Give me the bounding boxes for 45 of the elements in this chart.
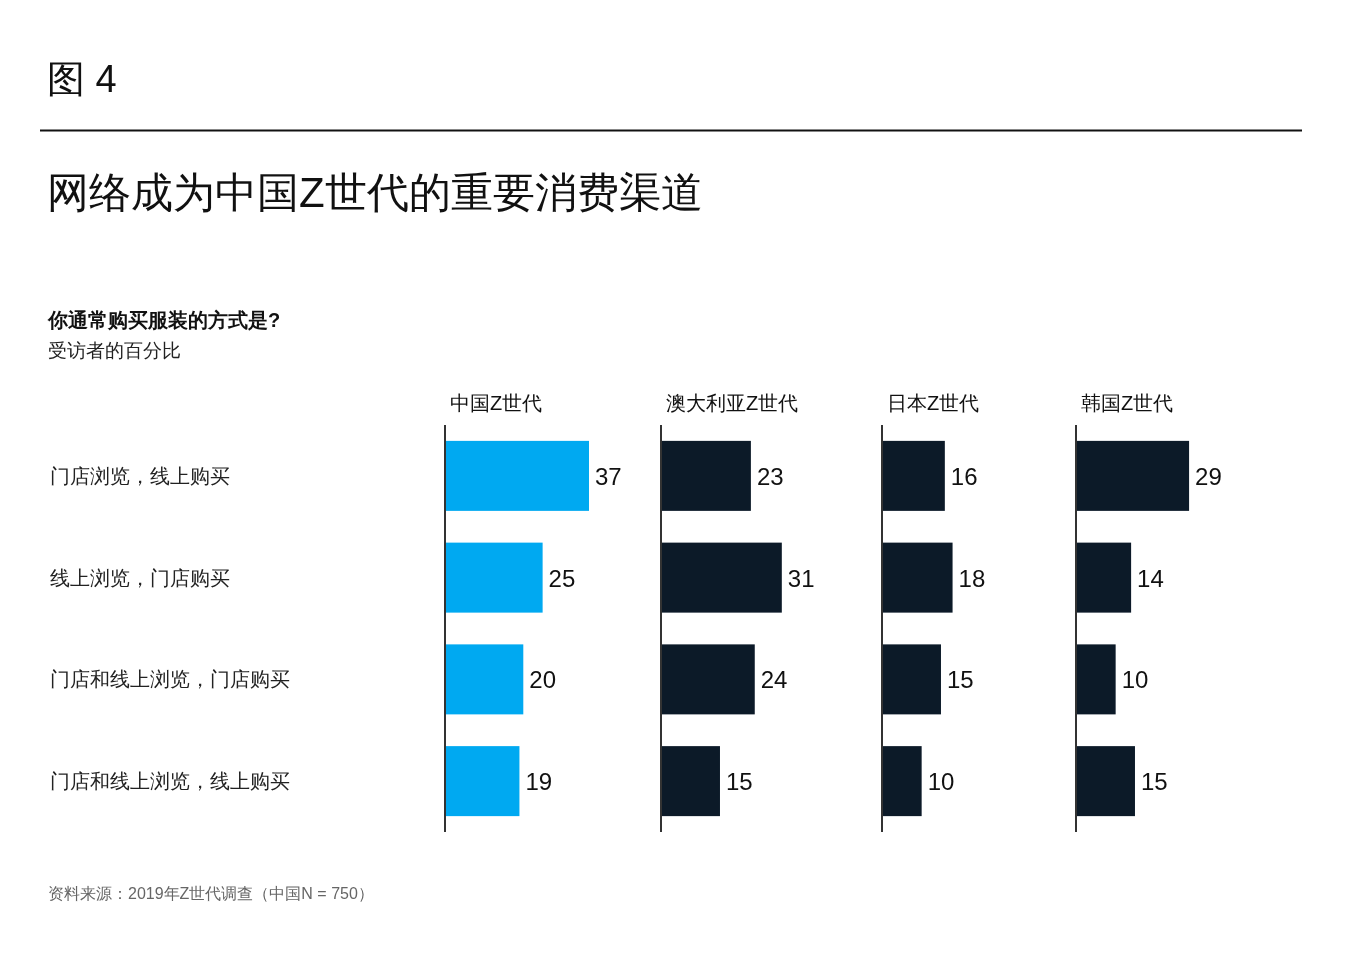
bar	[662, 644, 755, 715]
bar	[662, 746, 720, 817]
chart-title: 中国Z世代	[450, 392, 543, 414]
data-label: 20	[529, 666, 556, 694]
data-label: 31	[787, 564, 815, 592]
chart-title: 韩国Z世代	[1081, 392, 1174, 414]
bar	[883, 746, 922, 817]
data-label: 25	[548, 564, 576, 592]
data-label: 37	[595, 462, 622, 490]
data-label: 15	[946, 666, 974, 694]
data-label: 15	[1140, 768, 1168, 796]
bar	[446, 746, 520, 817]
data-label: 29	[1195, 462, 1222, 490]
text: 受访者的百分比	[48, 340, 181, 361]
text: 资料来源：2019年Z世代调查（中国N = 750）	[48, 885, 374, 902]
y-tick-label: 线上浏览，门店购买	[50, 566, 230, 589]
data-label: 10	[1121, 666, 1149, 694]
data-label: 15	[725, 768, 753, 796]
data-label: 24	[760, 666, 788, 694]
data-label: 18	[958, 564, 986, 592]
y-tick-label: 门店和线上浏览，线上购买	[50, 770, 290, 793]
data-label: 10	[927, 768, 955, 796]
bar	[446, 440, 589, 511]
bar	[1077, 746, 1135, 817]
bar	[1077, 644, 1116, 715]
bar	[883, 440, 945, 511]
text: 网络成为中国Z世代的重要消费渠道	[47, 169, 703, 216]
text: 你通常购买服装的方式是?	[47, 309, 281, 331]
bar	[1077, 542, 1132, 613]
y-tick-label: 门店和线上浏览，门店购买	[50, 668, 290, 691]
y-tick-label: 门店浏览，线上购买	[50, 464, 230, 487]
data-label: 16	[950, 462, 978, 490]
bar	[883, 542, 953, 613]
data-label: 14	[1137, 564, 1164, 592]
bar	[446, 542, 543, 613]
bar	[1077, 440, 1190, 511]
data-label: 19	[525, 768, 553, 796]
chart-title: 澳大利亚Z世代	[666, 392, 799, 414]
chart-title: 日本Z世代	[887, 392, 980, 414]
bar	[446, 644, 524, 715]
bar	[662, 440, 751, 511]
caption: 图 4	[47, 58, 117, 100]
data-label: 23	[756, 462, 784, 490]
bar	[662, 542, 782, 613]
bar	[883, 644, 941, 715]
